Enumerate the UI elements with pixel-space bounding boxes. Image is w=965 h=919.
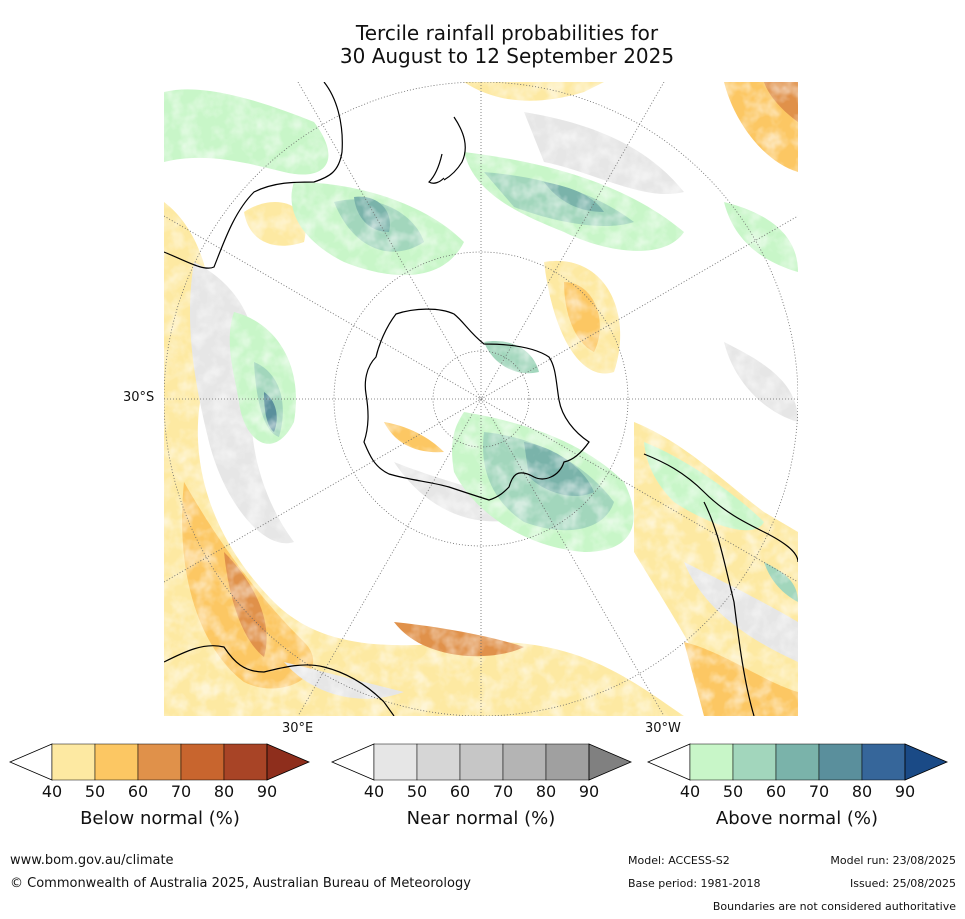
colorbar-segment — [459, 743, 504, 781]
colorbar-segment — [545, 743, 590, 781]
new-zealand-south-coast — [428, 153, 445, 184]
south-america-coast — [643, 453, 798, 563]
lon-label-30e: 30°E — [282, 721, 314, 736]
footer-model: Model: ACCESS-S2 — [628, 854, 730, 867]
colorbar-tick-label: 50 — [722, 782, 744, 801]
colorbar-tick-label: 40 — [41, 782, 63, 801]
colorbar-segment — [94, 743, 139, 781]
footer-issued: Issued: 25/08/2025 — [849, 877, 956, 890]
colorbar-above-normal — [646, 743, 948, 781]
colorbar-segment — [732, 743, 777, 781]
colorbar-segment — [416, 743, 461, 781]
map-title-line1: Tercile rainfall probabilities for — [355, 21, 659, 45]
colorbar-tick-label: 40 — [679, 782, 701, 801]
colorbar-near-normal — [330, 743, 632, 781]
footer-model-run: Model run: 23/08/2025 — [830, 854, 956, 867]
antarctica-coast — [363, 308, 590, 501]
footer-base-period: Base period: 1981-2018 — [628, 877, 761, 890]
africa-coast — [164, 645, 395, 716]
colorbar-max-arrow — [588, 743, 632, 781]
new-zealand-north-coast — [443, 116, 466, 181]
colorbar-tick-label: 70 — [170, 782, 192, 801]
colorbar-segment — [775, 743, 820, 781]
colorbar-tick-label: 70 — [808, 782, 830, 801]
australia-coast — [164, 82, 343, 269]
colorbar-tick-label: 60 — [127, 782, 149, 801]
colorbar-segment — [818, 743, 863, 781]
colorbar-tick-label: 50 — [84, 782, 106, 801]
colorbar-title-above-normal: Above normal (%) — [715, 808, 879, 829]
polar-map: 30°S — [123, 82, 798, 716]
coastlines — [164, 82, 798, 716]
colorbar-segment — [373, 743, 418, 781]
colorbar-tick-label: 90 — [894, 782, 916, 801]
colorbar-tick-label: 80 — [535, 782, 557, 801]
colorbar-segment — [137, 743, 182, 781]
footer-url: www.bom.gov.au/climate — [10, 853, 174, 868]
colorbar-min-arrow — [330, 743, 375, 781]
colorbar-tick-label: 40 — [363, 782, 385, 801]
polar-map-canvas — [164, 82, 798, 716]
footer-disclaimer: Boundaries are not considered authoritat… — [712, 900, 956, 913]
colorbar-tick-label: 80 — [213, 782, 235, 801]
lon-label-30w: 30°W — [645, 721, 681, 736]
colorbar-max-arrow — [266, 743, 310, 781]
colorbar-max-arrow — [904, 743, 948, 781]
colorbar-tick-label: 70 — [492, 782, 514, 801]
map-title-line2: 30 August to 12 September 2025 — [339, 44, 675, 68]
colorbar-tick-label: 60 — [765, 782, 787, 801]
colorbar-tick-label: 80 — [851, 782, 873, 801]
colorbar-min-arrow — [646, 743, 691, 781]
colorbar-segment — [180, 743, 225, 781]
colorbar-tick-label: 90 — [256, 782, 278, 801]
colorbar-segment — [223, 743, 268, 781]
colorbar-segment — [502, 743, 547, 781]
colorbar-title-near-normal: Near normal (%) — [406, 808, 556, 829]
colorbar-title-below-normal: Below normal (%) — [80, 808, 240, 829]
colorbar-segment — [689, 743, 734, 781]
colorbar-tick-label: 60 — [449, 782, 471, 801]
colorbar-tick-label: 50 — [406, 782, 428, 801]
graticule — [164, 82, 798, 716]
south-america-east-coast — [703, 501, 755, 716]
colorbar-segment — [51, 743, 96, 781]
footer-copyright: © Commonwealth of Australia 2025, Austra… — [10, 876, 471, 891]
lat-label-30s: 30°S — [123, 390, 155, 405]
colorbar-tick-label: 90 — [578, 782, 600, 801]
colorbar-segment — [861, 743, 906, 781]
colorbar-below-normal — [8, 743, 310, 781]
colorbar-min-arrow — [8, 743, 53, 781]
